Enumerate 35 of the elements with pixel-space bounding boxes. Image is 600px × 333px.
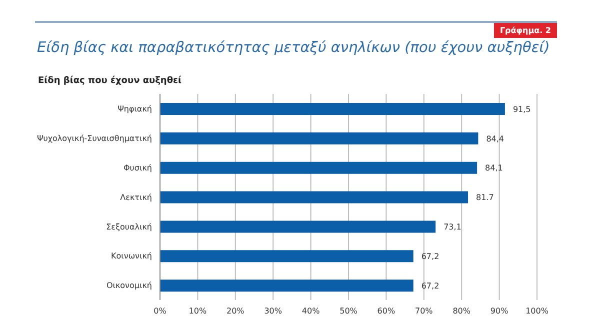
chart-subtitle: Είδη βίας που έχουν αυξηθεί [38,76,182,86]
data-label: 67,2 [421,252,440,261]
y-tick-label: Σεξουαλική [106,222,152,232]
x-tick-label: 70% [415,306,434,316]
x-tick-label: 10% [188,306,207,316]
x-tick-label: 50% [340,306,358,316]
bar [160,132,478,144]
data-label: 84,1 [485,164,503,173]
x-tick-label: 80% [452,306,471,316]
bar [160,191,468,204]
x-tick-label: 60% [377,306,396,316]
bar [160,103,505,115]
x-tick-label: 100% [526,306,549,316]
bar [160,162,478,174]
y-tick-label: Οικονομική [106,281,152,290]
bar [160,250,414,262]
x-tick-label: 40% [302,306,320,316]
bar [160,220,436,233]
y-tick-label: Λεκτική [120,192,152,202]
y-tick-label: Ψηφιακή [118,104,152,114]
x-tick-label: 0% [154,306,167,316]
x-tick-label: 20% [226,306,245,316]
y-tick-label: Κοινωνική [111,252,152,261]
data-label: 73,1 [444,222,462,232]
x-tick-label: 30% [264,306,282,316]
y-tick-label: Ψυχολογική-Συναισθηματική [36,134,152,143]
data-label: 84,4 [486,134,504,144]
data-label: 67,2 [421,281,440,290]
text: Γράφημα. 2 [494,23,557,38]
chart-title: Είδη βίας και παραβατικότητας μεταξύ ανηλίκων (που έχουν αυξηθεί) [37,40,550,56]
y-tick-label: Φυσική [124,163,152,172]
x-tick-label: 90% [490,306,509,316]
data-label: 81.7 [476,193,494,202]
data-label: 91,5 [512,104,531,114]
bar [160,280,414,292]
